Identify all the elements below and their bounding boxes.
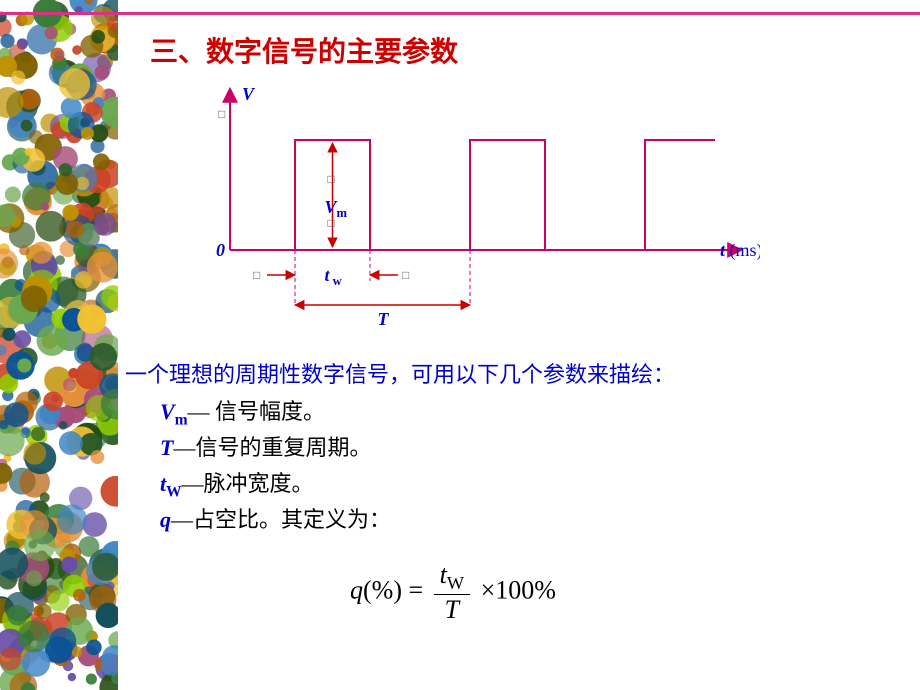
svg-text:□: □	[218, 107, 225, 121]
svg-text:T: T	[378, 309, 390, 329]
svg-text:V: V	[242, 84, 256, 104]
param-item: q—占空比。其定义为：	[160, 502, 391, 534]
formula-100: 100%	[495, 576, 556, 605]
formula-fraction: tW T	[434, 560, 470, 625]
param-item: T—信号的重复周期。	[160, 430, 371, 462]
svg-text:□: □	[328, 216, 335, 230]
svg-text:□: □	[253, 268, 260, 282]
formula-times: ×	[481, 576, 496, 605]
formula-q: q	[350, 576, 363, 605]
svg-text:□: □	[402, 268, 409, 282]
svg-text:t w: t w	[325, 265, 343, 288]
sidebar-decoration	[0, 0, 118, 690]
page-title: 三、数字信号的主要参数	[150, 30, 458, 70]
param-item: tW—脉冲宽度。	[160, 466, 314, 501]
top-rule	[0, 12, 920, 15]
description-intro: 一个理想的周期性数字信号，可用以下几个参数来描绘：	[125, 355, 675, 395]
duty-cycle-formula: q(%) = tW T ×100%	[350, 560, 556, 625]
formula-pct: (%)	[363, 576, 402, 605]
svg-text:t (ms): t (ms)	[720, 240, 760, 261]
signal-diagram: 0Vt (ms)Vmt wT□□□□□	[200, 80, 760, 335]
formula-eq: =	[408, 576, 429, 605]
svg-text:0: 0	[216, 240, 225, 260]
svg-text:□: □	[328, 172, 335, 186]
param-item: Vm— 信号幅度。	[160, 394, 325, 429]
